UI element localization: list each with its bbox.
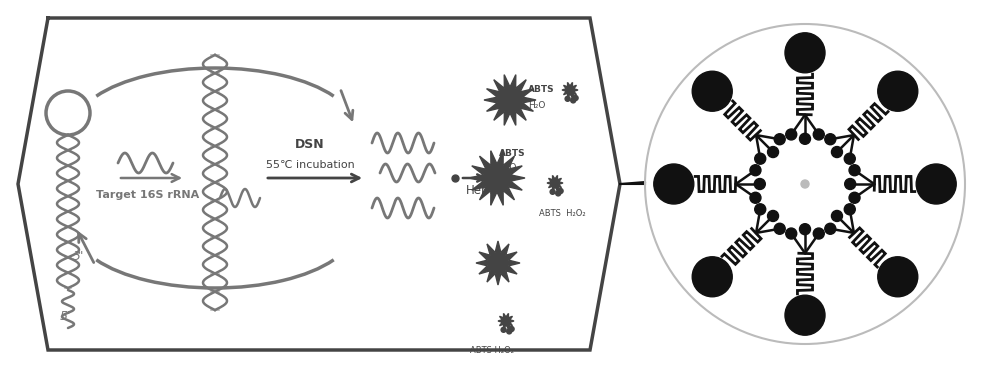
Circle shape bbox=[750, 192, 761, 203]
Circle shape bbox=[507, 329, 512, 334]
Text: ABTS  H₂O₂: ABTS H₂O₂ bbox=[539, 209, 586, 218]
Circle shape bbox=[825, 223, 836, 234]
Text: 3': 3' bbox=[73, 250, 84, 263]
Text: Hemin: Hemin bbox=[466, 184, 504, 197]
Circle shape bbox=[558, 188, 563, 194]
Text: Target 16S rRNA: Target 16S rRNA bbox=[96, 190, 200, 200]
Text: ABTS: ABTS bbox=[499, 149, 526, 158]
Circle shape bbox=[786, 129, 797, 140]
Text: H₂O: H₂O bbox=[499, 163, 516, 172]
Circle shape bbox=[831, 146, 842, 158]
Circle shape bbox=[785, 33, 825, 73]
Circle shape bbox=[571, 98, 576, 103]
Circle shape bbox=[768, 210, 779, 222]
Circle shape bbox=[692, 71, 732, 111]
Polygon shape bbox=[484, 75, 536, 125]
Circle shape bbox=[844, 153, 855, 164]
Polygon shape bbox=[547, 176, 563, 191]
Circle shape bbox=[845, 178, 856, 190]
Circle shape bbox=[831, 210, 842, 222]
Circle shape bbox=[754, 178, 765, 190]
Circle shape bbox=[550, 189, 555, 194]
Circle shape bbox=[800, 224, 810, 235]
Circle shape bbox=[755, 153, 766, 164]
Circle shape bbox=[501, 327, 506, 332]
Circle shape bbox=[692, 257, 732, 297]
Circle shape bbox=[750, 165, 761, 176]
Circle shape bbox=[800, 133, 810, 144]
Circle shape bbox=[849, 192, 860, 203]
Polygon shape bbox=[562, 82, 578, 98]
Text: ABTS: ABTS bbox=[528, 85, 555, 94]
Circle shape bbox=[813, 228, 824, 239]
Circle shape bbox=[844, 204, 855, 215]
Polygon shape bbox=[498, 314, 514, 329]
Circle shape bbox=[556, 191, 561, 196]
Circle shape bbox=[849, 165, 860, 176]
Circle shape bbox=[774, 134, 785, 145]
Polygon shape bbox=[469, 151, 525, 205]
Text: H₂O: H₂O bbox=[528, 101, 545, 110]
Circle shape bbox=[755, 204, 766, 215]
Circle shape bbox=[509, 326, 514, 332]
Circle shape bbox=[801, 180, 809, 188]
Text: 5': 5' bbox=[60, 310, 71, 323]
Circle shape bbox=[786, 228, 797, 239]
Text: DSN: DSN bbox=[295, 138, 325, 151]
Circle shape bbox=[785, 295, 825, 335]
Circle shape bbox=[878, 71, 918, 111]
Circle shape bbox=[774, 223, 785, 234]
Text: 55℃ incubation: 55℃ incubation bbox=[266, 160, 354, 170]
Circle shape bbox=[573, 96, 578, 100]
Circle shape bbox=[768, 146, 779, 158]
Circle shape bbox=[813, 129, 824, 140]
Circle shape bbox=[654, 164, 694, 204]
Circle shape bbox=[916, 164, 956, 204]
Polygon shape bbox=[476, 241, 520, 285]
Text: ABTS H₂O₂: ABTS H₂O₂ bbox=[470, 346, 514, 355]
Circle shape bbox=[878, 257, 918, 297]
Circle shape bbox=[825, 134, 836, 145]
Circle shape bbox=[565, 96, 570, 101]
